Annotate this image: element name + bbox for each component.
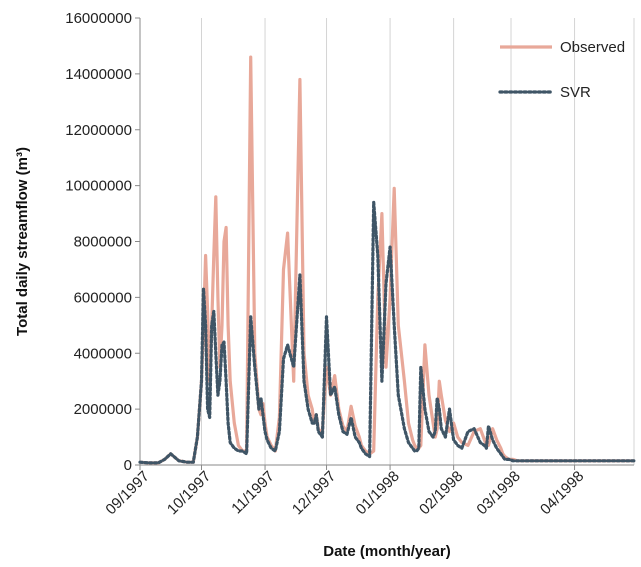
legend-svr-label: SVR [560,84,591,101]
y-axis-title: Total daily streamflow (m³) [14,147,31,336]
legend-observed-label: Observed [560,39,625,56]
x-axis-title: Date (month/year) [323,543,451,560]
y-tick-label: 10000000 [65,178,132,195]
observed-series-line [139,55,634,465]
x-tick-label: 01/1998 [353,468,403,518]
legend-svr: SVR [498,84,591,101]
y-tick-label: 6000000 [74,289,132,306]
svr-series-line [138,200,636,465]
y-tick-label: 0 [124,457,132,474]
x-tick-label: 04/1998 [537,468,587,518]
y-tick-label: 2000000 [74,401,132,418]
x-tick-label: 03/1998 [473,468,523,518]
legend: Observed SVR [498,39,625,101]
series [138,55,636,465]
x-tick-label: 11/1997 [228,468,278,518]
y-tick-label: 4000000 [74,345,132,362]
x-tick-label: 10/1997 [164,468,214,518]
y-tick-label: 8000000 [74,234,132,251]
y-tick-label: 16000000 [65,10,132,27]
x-tick-label: 02/1998 [416,468,466,518]
x-tick-label: 12/1997 [289,468,339,518]
x-tick-label: 09/1997 [102,468,152,518]
y-tick-label: 12000000 [65,122,132,139]
legend-observed: Observed [500,39,625,56]
y-tick-label: 14000000 [65,66,132,83]
axes [135,17,634,470]
